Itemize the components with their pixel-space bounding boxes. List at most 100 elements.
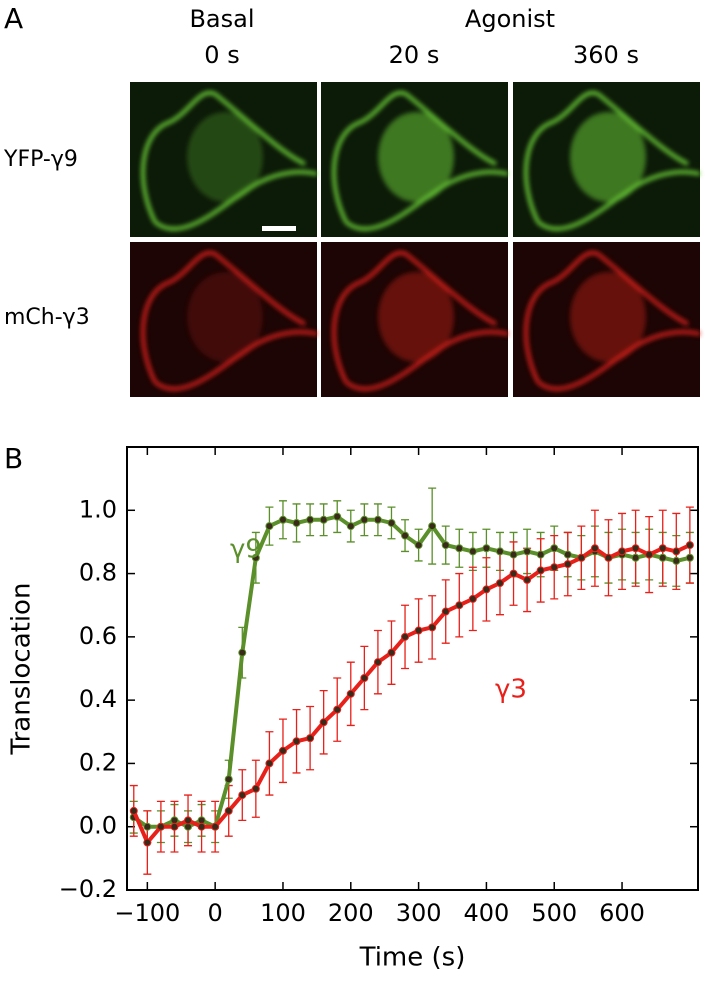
data-point [536, 550, 545, 559]
data-point [455, 601, 464, 610]
cell [141, 90, 318, 231]
y-tick-label: 0.2 [79, 748, 117, 776]
data-point [143, 838, 152, 847]
data-point [590, 544, 599, 553]
x-tick-label: 500 [531, 899, 577, 927]
data-point [333, 705, 342, 714]
data-point [455, 544, 464, 553]
data-point [685, 553, 694, 562]
data-point [563, 550, 572, 559]
data-point [604, 553, 613, 562]
plot-area [129, 487, 694, 875]
x-tick-label: −100 [114, 899, 180, 927]
cell-interior [378, 112, 454, 202]
data-point [631, 553, 640, 562]
data-point [550, 563, 559, 572]
data-point [414, 626, 423, 635]
data-point [495, 547, 504, 556]
y-tick-label: 0.6 [79, 622, 117, 650]
data-point [360, 673, 369, 682]
data-point [482, 544, 491, 553]
data-point [224, 775, 233, 784]
data-point [129, 806, 138, 815]
data-point [428, 522, 437, 531]
cell-interior [187, 272, 263, 362]
data-point [251, 784, 260, 793]
data-point [292, 737, 301, 746]
data-point [495, 579, 504, 588]
x-tick-label: 600 [599, 899, 645, 927]
data-point [306, 734, 315, 743]
x-tick-label: 400 [464, 899, 510, 927]
data-point [346, 522, 355, 531]
data-point [441, 541, 450, 550]
column-header: Agonist [465, 5, 555, 33]
cell-interior [570, 112, 646, 202]
data-point [387, 648, 396, 657]
cell-interior [570, 272, 646, 362]
time-label: 0 s [204, 41, 239, 69]
x-tick-label: 100 [260, 899, 306, 927]
data-point [672, 547, 681, 556]
y-tick-label: 0.0 [79, 812, 117, 840]
data-point [401, 632, 410, 641]
cell-interior [187, 112, 263, 202]
data-point [278, 515, 287, 524]
row-label: mCh-γ3 [4, 305, 90, 330]
data-point [278, 746, 287, 755]
row-label: YFP-γ9 [3, 147, 78, 172]
data-point [387, 518, 396, 527]
data-point [373, 515, 382, 524]
cell [332, 90, 509, 231]
time-label: 20 s [389, 41, 440, 69]
data-point [618, 547, 627, 556]
x-tick-label: 300 [396, 899, 442, 927]
data-point [550, 544, 559, 553]
series-line [131, 543, 691, 847]
cell [141, 250, 318, 391]
data-point [523, 547, 532, 556]
cell [524, 90, 701, 231]
scale-bar [262, 226, 296, 231]
data-point [346, 689, 355, 698]
data-point [645, 550, 654, 559]
series-line [132, 514, 691, 830]
data-point [170, 822, 179, 831]
panel-label: B [4, 442, 23, 475]
data-point [292, 518, 301, 527]
data-point [658, 544, 667, 553]
plot-frame [126, 446, 699, 891]
cell-interior [378, 272, 454, 362]
y-tick-label: 1.0 [79, 495, 117, 523]
data-point [319, 515, 328, 524]
data-point [441, 607, 450, 616]
data-point [373, 658, 382, 667]
data-point [509, 569, 518, 578]
data-point [265, 522, 274, 531]
data-point [672, 556, 681, 565]
time-label: 360 s [573, 41, 639, 69]
column-header: Basal [189, 5, 254, 33]
y-axis-label: Translocation [7, 583, 37, 756]
y-tick-label: 0.8 [79, 559, 117, 587]
data-point [184, 816, 193, 825]
data-point [631, 544, 640, 553]
data-point [468, 547, 477, 556]
y-tick-label: −0.2 [59, 875, 117, 903]
y-tick-label: 0.4 [79, 685, 117, 713]
data-point [428, 623, 437, 632]
data-point [211, 822, 220, 831]
x-tick-label: 200 [328, 899, 374, 927]
panel-label: A [4, 2, 23, 35]
data-point [482, 585, 491, 594]
data-point [143, 822, 152, 831]
data-point [523, 575, 532, 584]
cell [332, 250, 509, 391]
series-label: γ3 [495, 675, 527, 705]
data-point [306, 515, 315, 524]
series-label: γ9 [230, 535, 262, 565]
data-point [238, 648, 247, 657]
data-point [238, 791, 247, 800]
data-point [536, 566, 545, 575]
